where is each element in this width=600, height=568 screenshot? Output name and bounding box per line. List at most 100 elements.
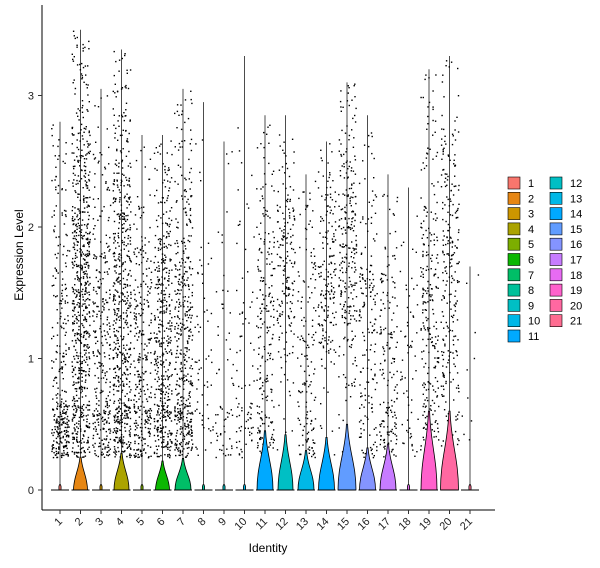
data-point — [286, 167, 289, 170]
data-point — [364, 178, 366, 180]
data-point — [169, 310, 171, 312]
data-point — [135, 412, 137, 414]
data-point — [362, 331, 364, 334]
data-point — [87, 441, 89, 444]
data-point — [186, 279, 188, 281]
data-point — [302, 280, 305, 282]
data-point — [361, 267, 363, 270]
data-point — [85, 128, 87, 130]
data-point — [348, 165, 350, 168]
data-point — [63, 421, 65, 423]
data-point — [184, 404, 187, 406]
data-point — [436, 151, 439, 154]
data-point — [129, 373, 131, 375]
data-point — [178, 114, 180, 116]
data-point — [177, 183, 179, 185]
data-point — [88, 250, 90, 253]
data-point — [323, 278, 325, 280]
data-point — [170, 445, 172, 448]
data-point — [157, 300, 159, 302]
data-point — [348, 139, 350, 141]
data-point — [352, 284, 354, 286]
data-point — [350, 256, 352, 258]
data-point — [380, 439, 382, 441]
data-point — [65, 142, 67, 144]
data-point — [371, 325, 374, 327]
data-point — [85, 349, 87, 352]
data-point — [341, 308, 344, 310]
data-point — [137, 443, 140, 445]
data-point — [157, 286, 160, 289]
data-point — [140, 285, 142, 288]
data-point — [279, 145, 281, 147]
data-point — [154, 350, 156, 353]
data-point — [224, 454, 227, 457]
data-point — [79, 295, 81, 297]
data-point — [118, 410, 120, 413]
data-point — [184, 313, 186, 315]
data-point — [63, 408, 65, 411]
data-point — [228, 332, 230, 334]
data-point — [82, 235, 84, 237]
data-point — [411, 277, 413, 280]
data-point — [432, 134, 434, 136]
data-point — [59, 432, 62, 434]
data-point — [432, 90, 434, 92]
data-point — [89, 171, 91, 173]
data-point — [286, 242, 288, 244]
data-point — [279, 206, 281, 208]
data-point — [333, 271, 335, 273]
data-point — [311, 455, 313, 458]
data-point — [143, 438, 145, 440]
data-point — [125, 87, 127, 89]
data-point — [181, 140, 183, 142]
data-point — [329, 206, 331, 208]
data-point — [434, 410, 436, 412]
data-point — [114, 346, 117, 349]
data-point — [117, 379, 120, 382]
data-point — [307, 204, 309, 207]
data-point — [65, 349, 67, 352]
data-point — [54, 267, 56, 269]
data-point — [313, 307, 315, 309]
data-point — [106, 316, 109, 318]
data-point — [88, 131, 90, 134]
data-point — [146, 355, 148, 357]
data-point — [116, 339, 118, 342]
data-point — [177, 402, 179, 404]
data-point — [113, 124, 115, 126]
data-point — [109, 381, 111, 383]
data-point — [57, 393, 59, 395]
data-point — [169, 313, 171, 315]
data-point — [94, 362, 96, 365]
data-point — [84, 354, 86, 356]
data-point — [177, 345, 179, 348]
data-point — [162, 409, 165, 411]
data-point — [293, 217, 296, 220]
data-point — [51, 432, 53, 434]
data-point — [325, 331, 327, 333]
data-point — [169, 230, 171, 233]
data-point — [116, 416, 119, 418]
data-point — [360, 253, 363, 255]
data-point — [55, 437, 58, 440]
data-point — [161, 446, 163, 448]
data-point — [81, 376, 83, 378]
data-point — [170, 219, 173, 222]
data-point — [386, 431, 389, 433]
data-point — [153, 452, 156, 455]
data-point — [125, 406, 128, 408]
data-point — [74, 400, 76, 402]
data-point — [62, 352, 65, 354]
data-point — [154, 255, 157, 258]
data-point — [366, 381, 368, 383]
data-point — [81, 290, 83, 293]
data-point — [226, 448, 228, 450]
data-point — [101, 371, 104, 373]
data-point — [424, 362, 427, 365]
data-point — [163, 397, 166, 399]
data-point — [118, 381, 120, 383]
data-point — [105, 291, 108, 294]
data-point — [351, 330, 353, 332]
data-point — [259, 388, 261, 390]
